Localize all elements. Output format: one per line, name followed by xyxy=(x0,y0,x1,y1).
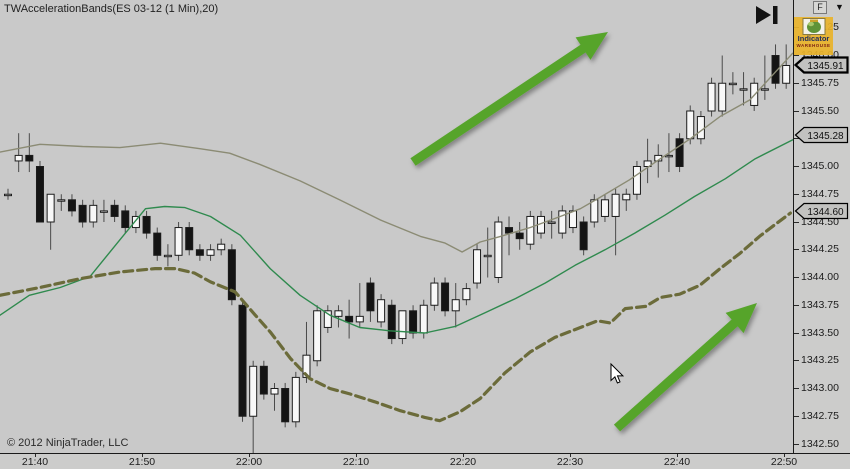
lower-band-value-marker: 1344.60 xyxy=(794,202,849,219)
price-tick xyxy=(794,415,799,417)
price-tick-label: 1345.00 xyxy=(801,160,839,172)
lower-band-line xyxy=(0,211,793,423)
watermark-line2: WAREHOUSE xyxy=(796,43,831,48)
last-price-marker: 1345.91 xyxy=(794,56,849,75)
copyright-text: © 2012 NinjaTrader, LLC xyxy=(7,437,129,449)
time-tick xyxy=(463,454,464,457)
svg-text:1345.91: 1345.91 xyxy=(807,61,844,72)
skip-to-end-button[interactable] xyxy=(754,5,781,25)
price-tick-label: 1343.75 xyxy=(801,298,839,311)
candlestick-series xyxy=(4,44,791,453)
time-tick xyxy=(570,454,571,457)
price-tick xyxy=(794,277,799,278)
time-tick xyxy=(784,454,785,457)
chart-title: TWAccelerationBands(ES 03-12 (1 Min),20) xyxy=(4,3,219,15)
upper-band-line xyxy=(0,52,793,253)
time-tick-label: 21:50 xyxy=(128,456,156,468)
middle-band-line xyxy=(0,139,793,334)
end-bar-icon xyxy=(773,6,778,24)
price-tick-label: 1343.50 xyxy=(801,326,839,339)
price-tick xyxy=(794,221,799,223)
price-tick xyxy=(794,55,799,56)
watermark-line1: Indicator xyxy=(797,34,830,43)
price-tick xyxy=(794,360,799,362)
price-axis[interactable]: 1346.251346.001345.751345.501345.251345.… xyxy=(793,0,850,453)
price-tick-label: 1344.00 xyxy=(801,271,839,283)
price-tick xyxy=(794,388,799,389)
mouse-cursor-icon xyxy=(610,362,625,384)
indicator-warehouse-watermark: Indicator WAREHOUSE xyxy=(794,17,833,55)
svg-text:1345.28: 1345.28 xyxy=(807,131,844,142)
time-tick xyxy=(35,454,36,457)
time-axis[interactable]: 21:40 21:50 22:00 22:10 22:20 22:30 22:40 22:50 xyxy=(0,453,850,469)
time-tick-label: 22:20 xyxy=(449,456,477,468)
time-tick-label: 22:50 xyxy=(770,456,798,468)
price-tick-label: 1343.25 xyxy=(801,354,839,367)
price-tick xyxy=(794,110,799,112)
time-tick-label: 22:10 xyxy=(342,456,370,468)
price-tick-label: 1342.50 xyxy=(801,437,839,450)
price-tick xyxy=(794,443,799,445)
time-tick-label: 21:40 xyxy=(21,456,49,468)
price-tick xyxy=(794,304,799,306)
price-tick xyxy=(794,332,799,334)
price-tick xyxy=(794,166,799,167)
time-tick-label: 22:00 xyxy=(235,456,263,468)
middle-band-value-marker: 1345.28 xyxy=(794,127,849,144)
watermark-logo-icon xyxy=(802,18,825,35)
price-tick-label: 1342.75 xyxy=(801,409,839,422)
svg-text:1344.60: 1344.60 xyxy=(807,207,844,218)
price-tick-label: 1345.75 xyxy=(801,76,839,89)
time-tick-label: 22:40 xyxy=(663,456,691,468)
up-trend-arrow xyxy=(410,32,608,166)
price-tick xyxy=(794,193,799,195)
price-chart-canvas[interactable] xyxy=(0,0,793,453)
price-tick xyxy=(794,138,799,140)
f-button[interactable]: F xyxy=(813,1,827,14)
price-tick-label: 1345.50 xyxy=(801,104,839,117)
price-tick xyxy=(794,82,799,84)
up-trend-arrow xyxy=(613,303,757,432)
chevron-down-icon[interactable]: ▼ xyxy=(835,2,844,12)
play-triangle-icon xyxy=(756,6,771,24)
price-tick-label: 1343.00 xyxy=(801,382,839,394)
price-tick xyxy=(794,249,799,251)
time-tick xyxy=(142,454,143,457)
time-tick xyxy=(356,454,357,457)
time-tick xyxy=(249,454,250,457)
price-tick-label: 1344.25 xyxy=(801,243,839,256)
time-tick xyxy=(677,454,678,457)
time-tick-label: 22:30 xyxy=(556,456,584,468)
price-tick-label: 1344.75 xyxy=(801,187,839,200)
